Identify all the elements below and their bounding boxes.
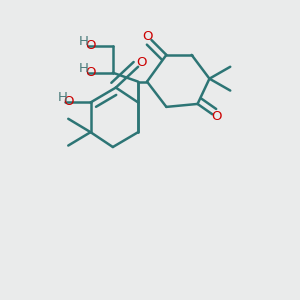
Text: O: O (64, 95, 74, 108)
Text: H: H (79, 35, 89, 48)
Text: O: O (211, 110, 222, 123)
Text: O: O (85, 39, 96, 52)
Text: H: H (57, 92, 67, 104)
Text: O: O (136, 56, 147, 69)
Text: H: H (79, 62, 89, 75)
Text: O: O (85, 66, 96, 79)
Text: O: O (143, 30, 153, 43)
